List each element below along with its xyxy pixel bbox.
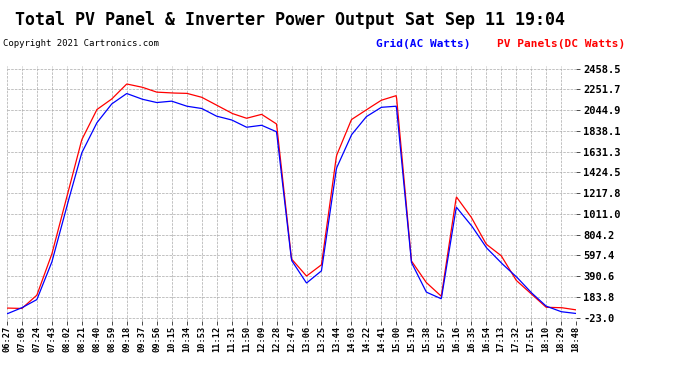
- Text: Copyright 2021 Cartronics.com: Copyright 2021 Cartronics.com: [3, 39, 159, 48]
- Text: PV Panels(DC Watts): PV Panels(DC Watts): [497, 39, 625, 50]
- Text: Grid(AC Watts): Grid(AC Watts): [376, 39, 471, 50]
- Text: Total PV Panel & Inverter Power Output Sat Sep 11 19:04: Total PV Panel & Inverter Power Output S…: [14, 11, 565, 29]
